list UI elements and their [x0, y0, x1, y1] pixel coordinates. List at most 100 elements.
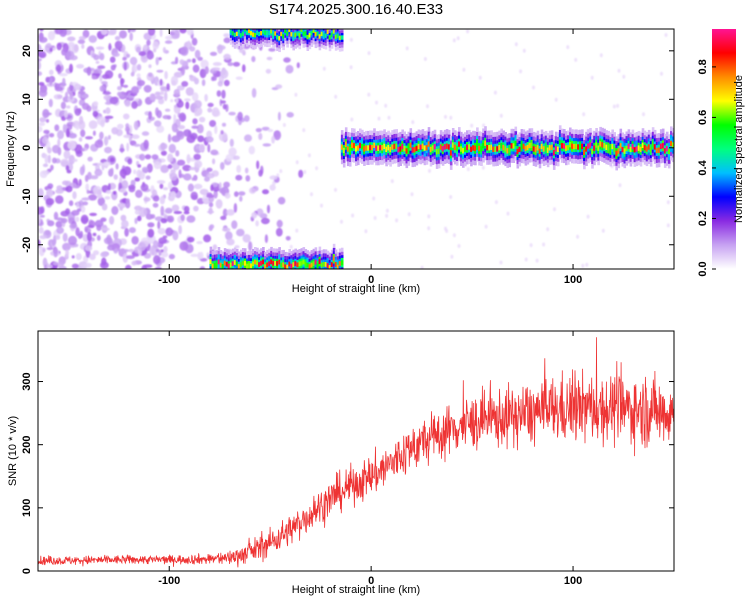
heatmap-cell	[76, 208, 82, 212]
heatmap-cell	[302, 259, 306, 265]
heatmap-cell	[207, 107, 213, 113]
heatmap-cell	[462, 67, 466, 72]
heatmap-cell	[131, 236, 139, 245]
y-tick-label: 10	[21, 93, 33, 105]
y-tick-label: 100	[21, 499, 33, 517]
heatmap-cell	[136, 73, 141, 78]
heatmap-cell	[38, 36, 48, 43]
heatmap-cell	[519, 69, 523, 74]
heatmap-cell	[154, 91, 162, 97]
heatmap-cell	[148, 29, 156, 36]
heatmap-cell	[243, 115, 250, 122]
snr-line-layer	[38, 337, 674, 568]
heatmap-cell	[340, 219, 343, 224]
heatmap-cell	[351, 213, 355, 218]
spectrogram-x-axis: -100 0 100	[158, 29, 582, 286]
heatmap-cell	[595, 142, 598, 148]
heatmap-cell	[381, 145, 384, 151]
heatmap-cell	[175, 98, 179, 104]
heatmap-cell	[532, 85, 535, 90]
x-tick-label: 0	[368, 274, 374, 286]
heatmap-cell	[60, 101, 66, 110]
heatmap-cell	[192, 118, 198, 125]
heatmap-cell	[476, 141, 479, 148]
heatmap-cell	[68, 132, 77, 139]
figure-title: S174.2025.300.16.40.E33	[269, 1, 443, 18]
heatmap-cell	[141, 131, 150, 136]
heatmap-cell	[199, 188, 209, 196]
heatmap-cell	[117, 123, 124, 129]
heatmap-cell	[103, 95, 109, 100]
heatmap-cell	[599, 53, 603, 58]
heatmap-cell	[233, 155, 240, 160]
heatmap-cell	[478, 145, 481, 152]
heatmap-cell	[128, 184, 136, 190]
heatmap-cell	[227, 62, 234, 67]
heatmap-cell	[42, 163, 49, 168]
heatmap-cell	[292, 34, 295, 39]
heatmap-cell	[206, 172, 215, 179]
heatmap-cell	[244, 134, 252, 142]
heatmap-cell	[332, 29, 336, 34]
heatmap-cell	[194, 111, 201, 117]
snr-series-line	[38, 337, 674, 568]
heatmap-cell	[49, 69, 54, 76]
heatmap-cell	[199, 68, 207, 79]
heatmap-cell	[156, 69, 164, 73]
heatmap-cell	[296, 62, 300, 69]
heatmap-cell	[86, 189, 90, 194]
heatmap-cell	[548, 145, 552, 151]
heatmap-cell	[181, 81, 189, 87]
heatmap-cell	[179, 241, 189, 251]
snr-x-axis: -100 0 100	[158, 331, 582, 587]
heatmap-cell	[265, 68, 272, 74]
heatmap-cell	[316, 263, 320, 269]
heatmap-cell	[261, 126, 270, 131]
heatmap-cell	[585, 146, 588, 152]
heatmap-cell	[585, 262, 589, 267]
heatmap-cell	[133, 143, 141, 147]
heatmap-cell	[120, 77, 124, 88]
heatmap-cell	[211, 76, 217, 81]
heatmap-cell	[80, 205, 86, 213]
heatmap-cell	[612, 104, 616, 109]
heatmap-cell	[118, 73, 122, 79]
heatmap-cell	[150, 214, 156, 219]
heatmap-cell	[107, 135, 111, 140]
heatmap-cell	[165, 35, 174, 40]
heatmap-cell	[231, 220, 238, 230]
heatmap-cell	[660, 71, 663, 76]
heatmap-cell	[295, 160, 299, 165]
heatmap-cell	[664, 33, 668, 37]
heatmap-cell	[123, 113, 130, 120]
heatmap-cell	[637, 145, 641, 151]
heatmap-cell	[316, 31, 320, 36]
heatmap-cell	[187, 183, 194, 192]
heatmap-cell	[363, 146, 366, 152]
heatmap-cell	[641, 142, 645, 148]
heatmap-cell	[415, 145, 419, 152]
heatmap-cell	[326, 29, 330, 34]
heatmap-cell	[215, 262, 219, 268]
colorbar-ticks: 0.0 0.2 0.4 0.6 0.8	[697, 59, 716, 277]
heatmap-cell	[522, 48, 526, 53]
heatmap-cell	[214, 125, 218, 135]
heatmap-cell	[185, 101, 190, 110]
heatmap-cell	[577, 144, 580, 150]
y-tick-label: 0	[21, 145, 33, 151]
heatmap-cell	[94, 219, 104, 228]
heatmap-cell	[563, 143, 566, 149]
heatmap-cell	[53, 94, 63, 100]
heatmap-cell	[146, 163, 153, 173]
heatmap-cell	[518, 146, 522, 153]
heatmap-cell	[55, 235, 61, 240]
heatmap-cell	[407, 146, 411, 152]
heatmap-cell	[260, 260, 263, 266]
heatmap-cell	[593, 145, 596, 151]
heatmap-cell	[145, 175, 151, 180]
heatmap-cell	[399, 146, 402, 152]
heatmap-cell	[66, 105, 71, 109]
heatmap-cell	[93, 185, 102, 196]
heatmap-cell	[255, 220, 259, 227]
heatmap-cell	[312, 261, 316, 267]
